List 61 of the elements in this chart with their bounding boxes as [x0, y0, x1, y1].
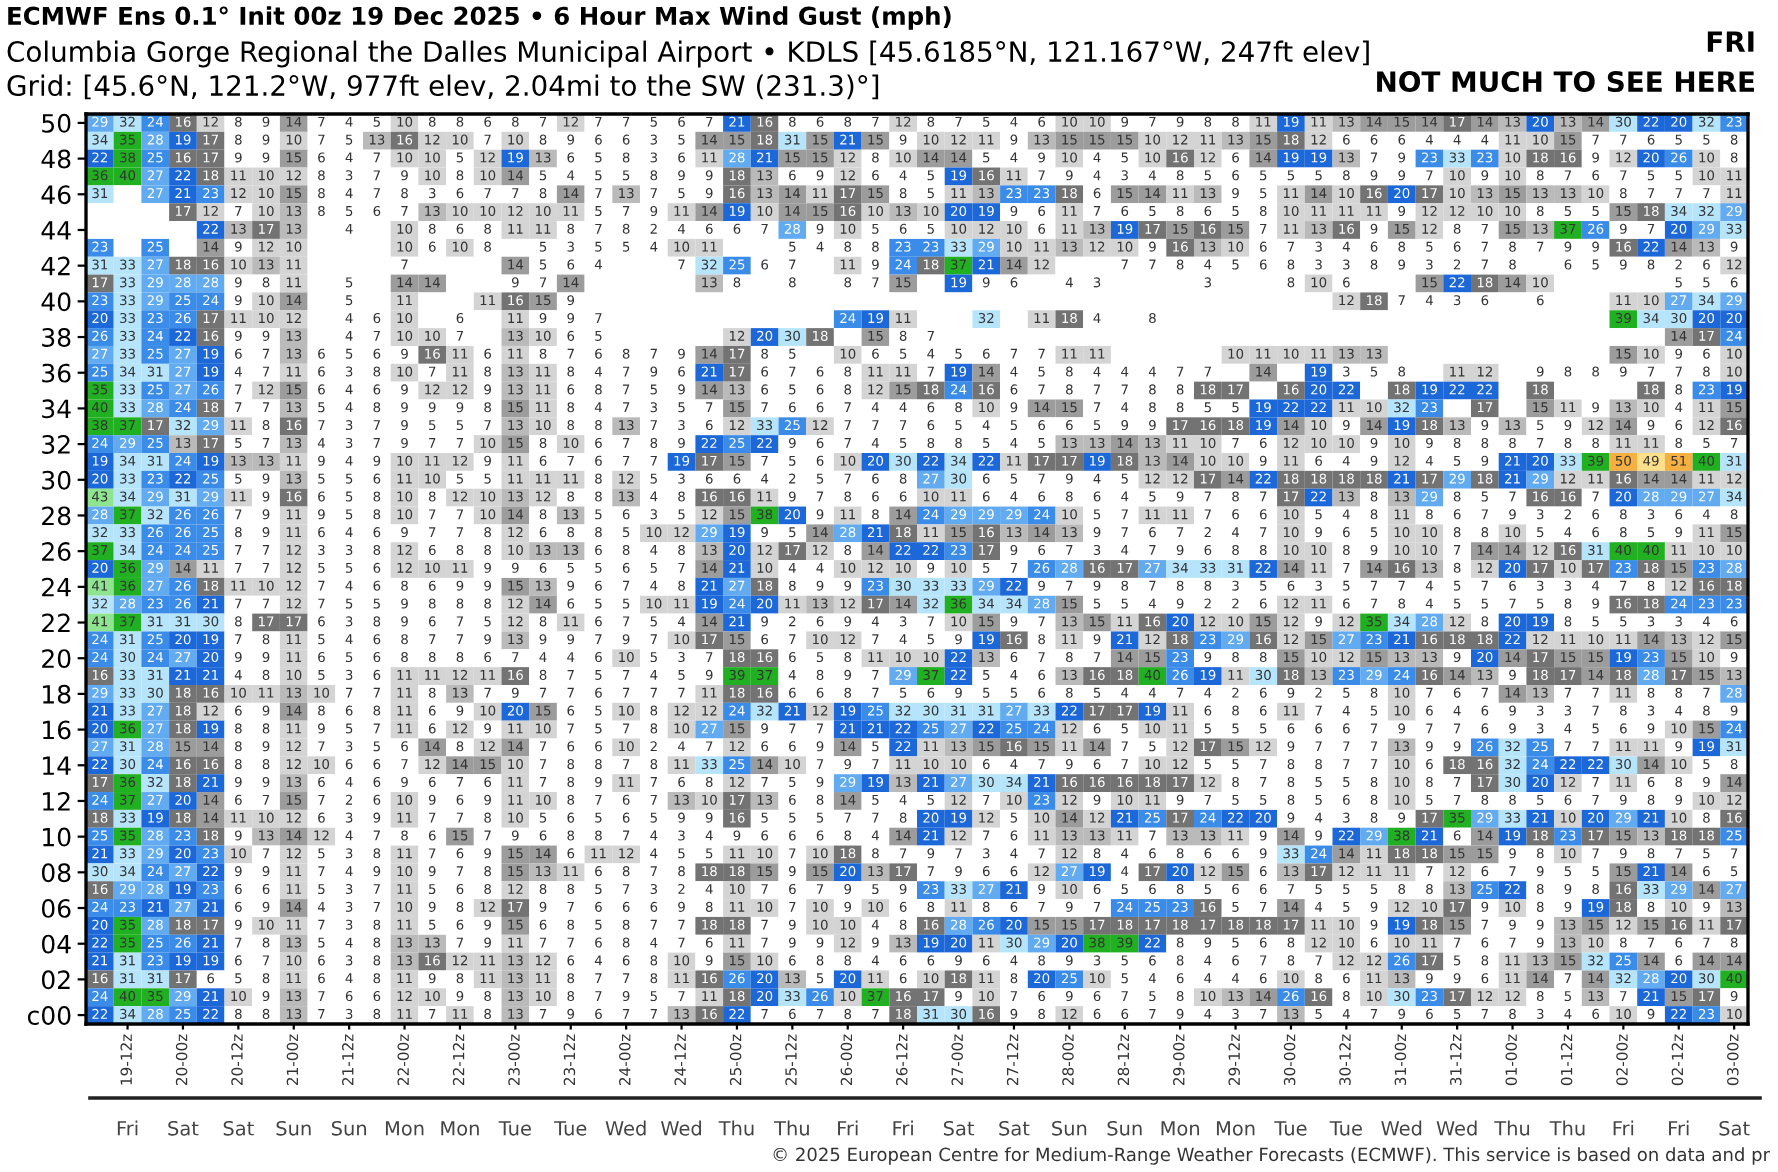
text: Fri [117, 1120, 138, 1136]
chart-subtitle: Columbia Gorge Regional the Dalles Municipal Airport • KDLS [45.6185°N, 121.167°W, 247ft elev] Grid: [45.6°N, 121.2°W, 977ft elev, 2.04mi to the SW (231.3)°] [7, 40, 1369, 100]
y-tick-label: c00 [27, 1006, 71, 1025]
y-tick-label: 06 [41, 898, 71, 918]
text: Fri [893, 1120, 913, 1136]
text: Mon [1216, 1121, 1255, 1136]
text: NOT MUCH TO SEE HERE [1377, 71, 1754, 93]
text: Sun [276, 1120, 311, 1136]
text: Fri [838, 1120, 858, 1136]
text: Thu [1549, 1120, 1585, 1136]
y-tick-label: 30 [42, 470, 71, 490]
text: Wed [1436, 1120, 1477, 1136]
y-tick-label: 20 [42, 649, 71, 669]
text: © 2025 European Centre for Medium-Range Weather Forecasts (ECMWF). This service is based on data and pr [773, 1147, 1770, 1165]
text: Sat [943, 1120, 975, 1136]
text: FRI [1707, 31, 1754, 52]
text: Mon [385, 1121, 424, 1136]
y-tick-label: 26 [42, 542, 71, 562]
text: Sun [331, 1120, 366, 1136]
y-tick-label: 22 [42, 613, 70, 633]
text: Sat [999, 1120, 1030, 1136]
y-tick-label: 18 [43, 684, 71, 704]
y-tick-label: 40 [41, 292, 71, 312]
text: Sun [1052, 1120, 1087, 1136]
text: Mon [1161, 1121, 1199, 1136]
y-tick-label: 10 [43, 827, 71, 847]
text: Wed [661, 1120, 701, 1136]
y-tick-label: 32 [42, 435, 70, 454]
y-tick-label: 50 [42, 113, 71, 133]
text: Thu [774, 1120, 809, 1136]
text: Sun [1107, 1120, 1142, 1136]
text: Wed [1381, 1120, 1422, 1136]
y-tick-label: 46 [41, 185, 71, 205]
y-tick-label: 04 [41, 934, 71, 954]
text: Wed [605, 1120, 646, 1136]
text: Tue [1329, 1121, 1362, 1136]
y-tick-label: 14 [43, 756, 71, 775]
text: Thu [1494, 1120, 1530, 1136]
y-tick-label: 12 [43, 791, 70, 811]
y-tick-label: 48 [41, 149, 71, 169]
y-tick-label: 24 [42, 577, 71, 597]
text: Tue [498, 1121, 531, 1136]
chart-title: ECMWF Ens 0.1° Init 00z 19 Dec 2025 • 6 Hour Max Wind Gust (mph) [8, 6, 951, 30]
text: Mon [441, 1121, 479, 1136]
y-tick-label: 34 [42, 399, 71, 419]
y-tick-label: 28 [42, 506, 71, 526]
text: Sat [223, 1120, 254, 1136]
text: Tue [554, 1121, 587, 1136]
text: Sat [168, 1120, 199, 1136]
text: Fri [1613, 1120, 1634, 1136]
y-tick-label: 16 [43, 720, 71, 740]
y-tick-label: 08 [41, 863, 71, 883]
text: Thu [718, 1120, 754, 1136]
y-tick-label: 42 [41, 256, 70, 276]
y-tick-label: 36 [42, 363, 71, 383]
y-tick-label: 38 [42, 327, 71, 347]
text: Sat [1719, 1120, 1750, 1136]
y-tick-label: 44 [41, 221, 71, 240]
text: Fri [1669, 1120, 1689, 1136]
text: Tue [1274, 1121, 1307, 1136]
y-tick-label: 02 [41, 970, 70, 990]
